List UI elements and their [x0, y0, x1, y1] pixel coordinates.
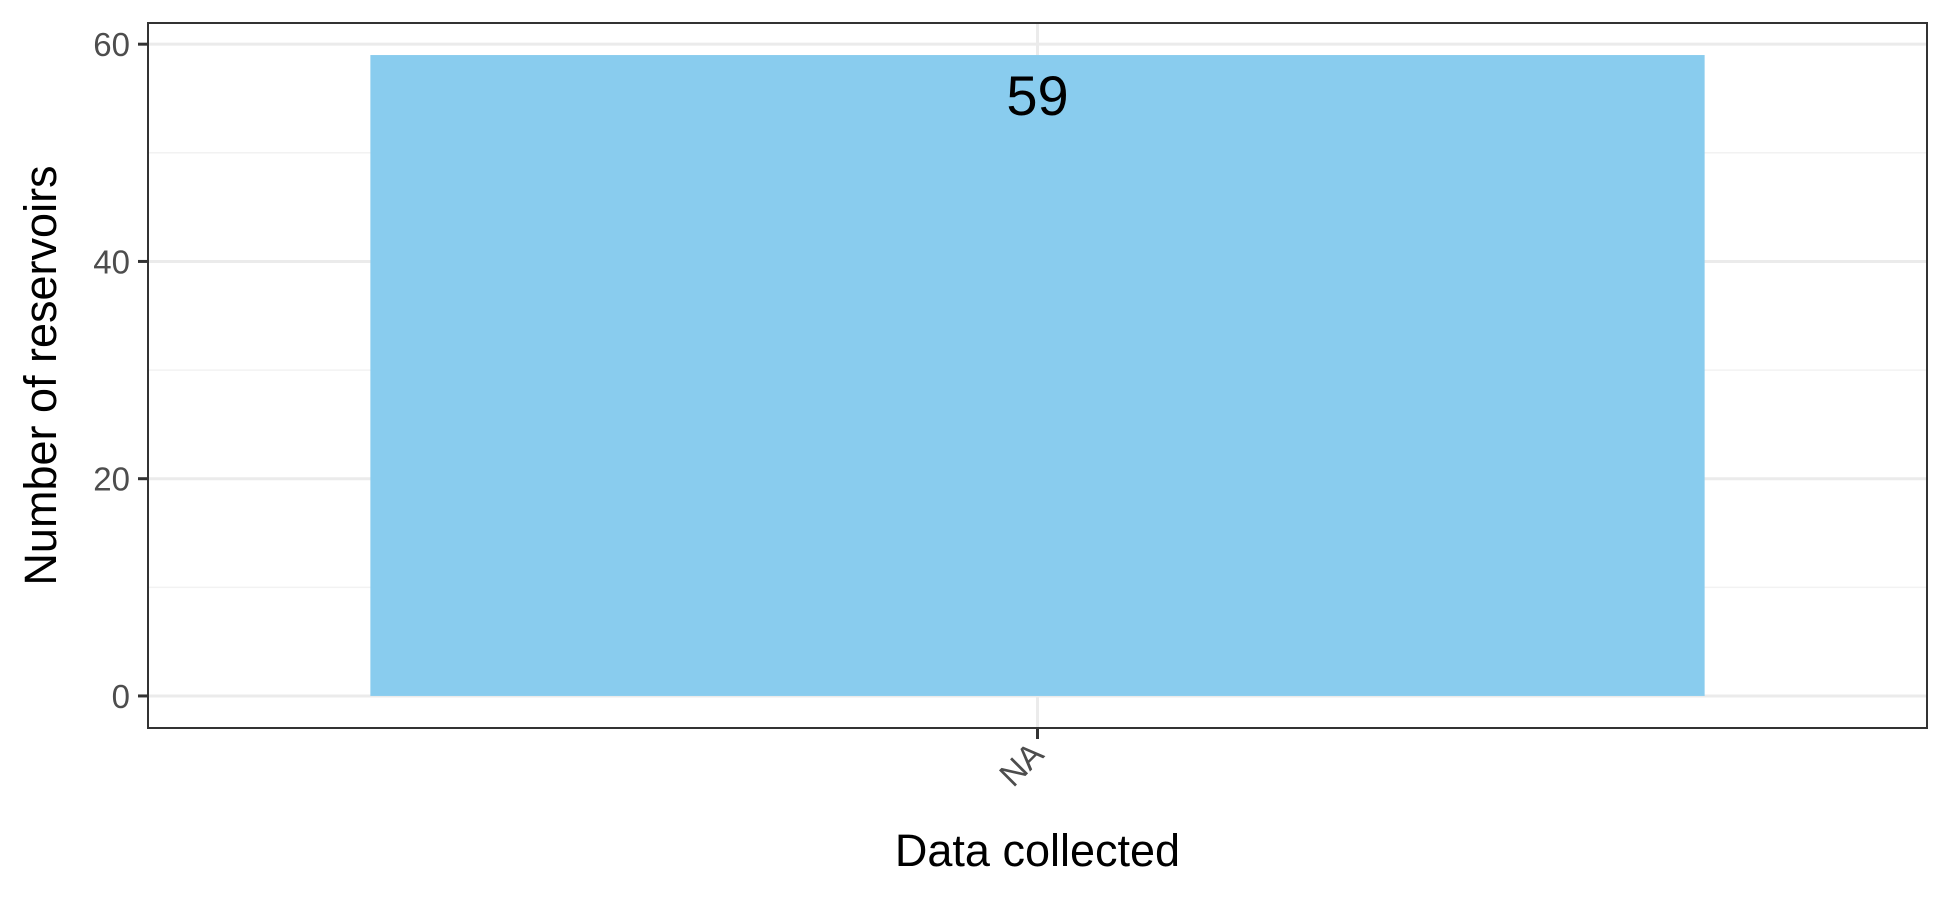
y-tick-label: 0	[112, 678, 130, 715]
x-axis-title: Data collected	[895, 825, 1180, 876]
y-tick-label: 40	[93, 243, 130, 280]
y-tick-label: 20	[93, 461, 130, 498]
y-axis-title: Number of reservoirs	[15, 165, 66, 585]
bar-na	[370, 55, 1705, 696]
bar-value-label: 59	[1006, 64, 1068, 127]
y-tick-label: 60	[93, 26, 130, 63]
bars	[370, 55, 1705, 696]
data-labels: 59	[1006, 64, 1068, 127]
